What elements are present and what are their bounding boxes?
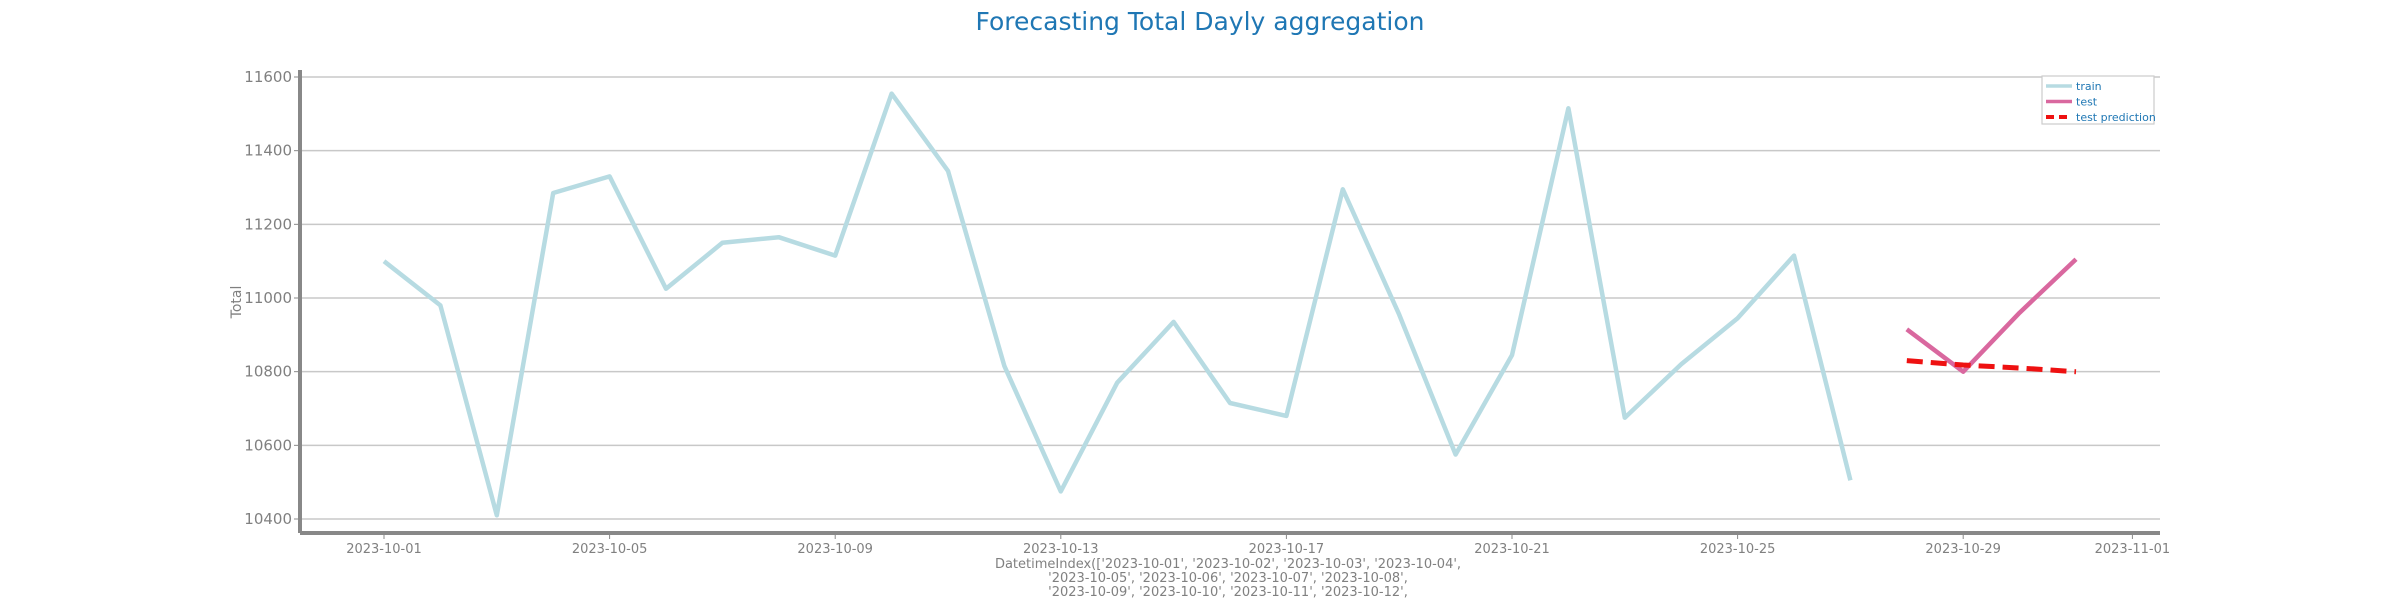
- x-tick-label: 2023-10-21: [1474, 542, 1550, 557]
- y-axis-label: Total: [229, 286, 245, 320]
- x-tick-label: 2023-10-13: [1023, 542, 1099, 557]
- x-tick-label: 2023-10-29: [1925, 542, 2001, 557]
- x-tick-label: 2023-10-09: [797, 542, 873, 557]
- x-tick-label: 2023-10-17: [1249, 542, 1325, 557]
- y-tick-label: 11400: [244, 142, 292, 160]
- x-axis-label-line: '2023-10-09', '2023-10-10', '2023-10-11'…: [1048, 585, 1408, 600]
- series-line-train: [382, 91, 1853, 518]
- legend-label: test prediction: [2076, 111, 2156, 124]
- y-tick-label: 10800: [244, 363, 292, 381]
- series-layer: [382, 91, 2078, 518]
- x-tick-label: 2023-11-01: [2095, 542, 2171, 557]
- y-tick-label: 11600: [244, 68, 292, 86]
- axes: [298, 70, 2160, 535]
- series-line-test: [1905, 257, 2078, 374]
- x-tick-label: 2023-10-01: [346, 542, 422, 557]
- y-tick-labels: 10400 10600 10800 11000 11200 11400 11600: [244, 68, 300, 528]
- y-tick-label: 10400: [244, 510, 292, 528]
- chart-title: Forecasting Total Dayly aggregation: [975, 7, 1424, 36]
- legend-label: train: [2076, 80, 2102, 93]
- x-axis-label-line: DatetimeIndex(['2023-10-01', '2023-10-02…: [995, 557, 1461, 572]
- y-tick-label: 11200: [244, 215, 292, 233]
- x-tick-labels: 2023-10-01 2023-10-05 2023-10-09 2023-10-13…: [346, 533, 2170, 557]
- legend: train test test prediction: [2041, 75, 2156, 125]
- x-axis-label: DatetimeIndex(['2023-10-01', '2023-10-02…: [995, 557, 1461, 600]
- y-tick-label: 11000: [244, 289, 292, 307]
- series-line-test-prediction: [1906, 358, 2077, 375]
- x-tick-label: 2023-10-05: [572, 542, 648, 557]
- x-tick-label: 2023-10-25: [1700, 542, 1776, 557]
- y-tick-label: 10600: [244, 436, 292, 454]
- legend-label: test: [2076, 96, 2098, 109]
- grid: [300, 76, 2160, 520]
- x-axis-label-line: '2023-10-05', '2023-10-06', '2023-10-07'…: [1048, 571, 1408, 586]
